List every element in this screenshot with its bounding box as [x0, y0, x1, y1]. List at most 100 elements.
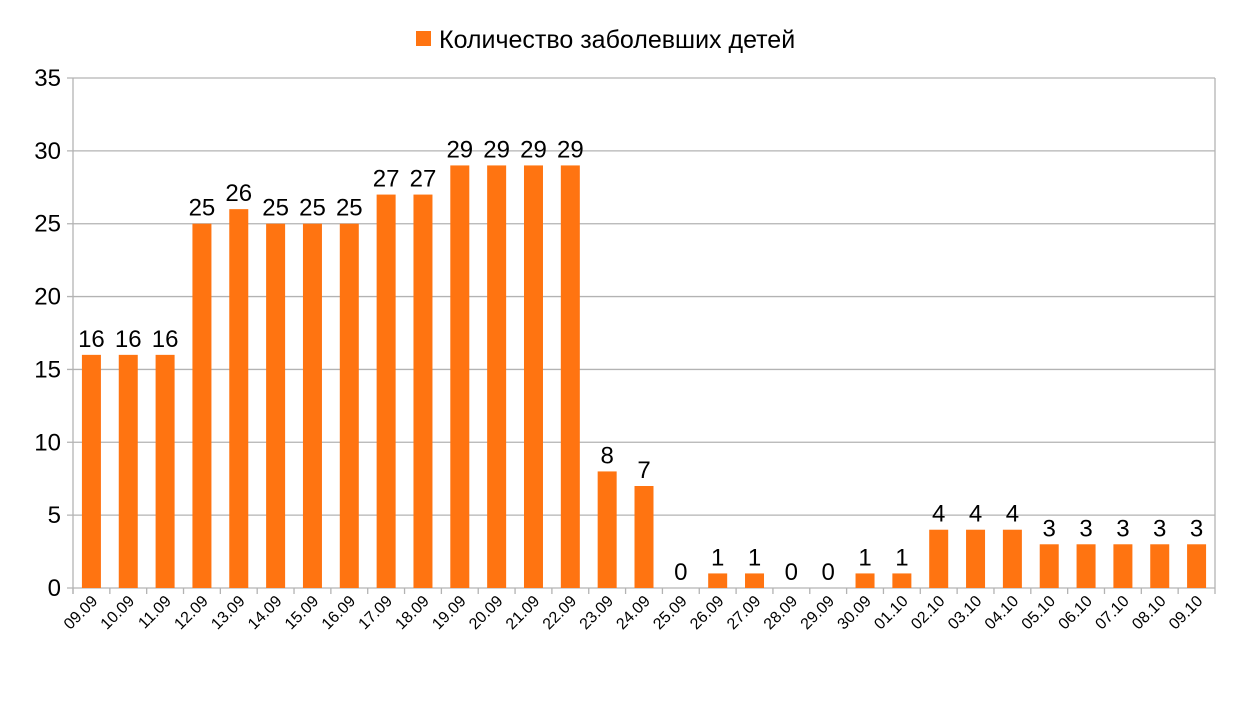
data-label: 25	[262, 195, 289, 222]
bar	[966, 529, 986, 588]
y-tick-label: 5	[48, 502, 61, 529]
data-label: 4	[969, 501, 982, 528]
data-label: 29	[483, 136, 510, 163]
bar	[302, 223, 322, 588]
data-label: 1	[858, 544, 871, 571]
bar	[1187, 544, 1207, 588]
bar	[229, 209, 249, 588]
data-label: 0	[785, 559, 798, 586]
data-label: 29	[557, 136, 584, 163]
bar	[266, 223, 286, 588]
x-tick-label: 01.10	[871, 593, 911, 633]
data-label: 26	[225, 180, 252, 207]
x-tick-label: 04.10	[982, 593, 1022, 633]
y-tick-label: 25	[34, 211, 61, 238]
data-label: 25	[299, 195, 326, 222]
bar	[1113, 544, 1133, 588]
y-tick-label: 10	[34, 429, 61, 456]
data-label: 4	[1006, 501, 1019, 528]
x-tick-label: 20.09	[466, 593, 506, 633]
x-tick-label: 22.09	[540, 593, 580, 633]
bar	[1150, 544, 1170, 588]
x-tick-label: 07.10	[1092, 593, 1132, 633]
x-tick-label: 02.10	[908, 593, 948, 633]
gridlines	[67, 77, 1216, 594]
legend-label: Количество заболевших детей	[439, 26, 795, 54]
bar	[892, 573, 912, 588]
data-label: 7	[637, 457, 650, 484]
x-tick-label: 30.09	[835, 593, 875, 633]
data-label: 27	[410, 166, 437, 193]
bar	[560, 165, 580, 588]
x-tick-label: 27.09	[724, 593, 764, 633]
x-tick-label: 19.09	[429, 593, 469, 633]
x-tick-label: 06.10	[1056, 593, 1096, 633]
x-tick-label: 12.09	[171, 593, 211, 633]
x-tick-label: 18.09	[392, 593, 432, 633]
bar	[81, 354, 101, 588]
y-tick-label: 35	[34, 65, 61, 92]
x-tick-label: 10.09	[98, 593, 138, 633]
bar	[1002, 529, 1022, 588]
bar	[487, 165, 507, 588]
data-label: 0	[822, 559, 835, 586]
x-tick-label: 23.09	[577, 593, 617, 633]
x-tick-label: 13.09	[208, 593, 248, 633]
bar	[413, 194, 433, 589]
data-label: 3	[1190, 515, 1203, 542]
x-tick-label: 17.09	[356, 593, 396, 633]
data-label: 16	[152, 326, 179, 353]
data-label: 0	[674, 559, 687, 586]
y-tick-label: 30	[34, 138, 61, 165]
x-tick-label: 05.10	[1019, 593, 1059, 633]
data-label: 16	[115, 326, 142, 353]
bar	[339, 223, 359, 588]
x-tick-label: 26.09	[687, 593, 727, 633]
bar	[376, 194, 396, 589]
x-tick-label: 28.09	[761, 593, 801, 633]
x-tick-label: 14.09	[245, 593, 285, 633]
data-label: 3	[1079, 515, 1092, 542]
y-tick-label: 0	[48, 575, 61, 602]
bar	[192, 223, 212, 588]
x-tick-label: 29.09	[798, 593, 838, 633]
data-label: 4	[932, 501, 945, 528]
x-tick-label: 16.09	[319, 593, 359, 633]
x-tick-label: 03.10	[945, 593, 985, 633]
x-tick-label: 24.09	[613, 593, 653, 633]
bar	[597, 471, 617, 588]
data-label: 16	[78, 326, 105, 353]
bar	[450, 165, 470, 588]
x-tick-label: 09.10	[1166, 593, 1206, 633]
bar	[855, 573, 875, 588]
y-axis-ticks: 0 5 10 15 20 25 30 35	[34, 65, 61, 602]
x-tick-label: 25.09	[650, 593, 690, 633]
data-label: 29	[446, 136, 473, 163]
bar	[745, 573, 765, 588]
x-tick-label: 09.09	[61, 593, 101, 633]
data-label: 3	[1153, 515, 1166, 542]
bar	[634, 486, 654, 588]
data-label: 29	[520, 136, 547, 163]
bar	[523, 165, 543, 588]
data-label: 25	[189, 195, 216, 222]
data-label: 1	[748, 544, 761, 571]
x-tick-label: 11.09	[135, 593, 175, 633]
x-axis-ticks: 09.0910.0911.0912.0913.0914.0915.0916.09…	[61, 593, 1207, 633]
data-label: 3	[1043, 515, 1056, 542]
y-tick-label: 20	[34, 284, 61, 311]
legend: Количество заболевших детей	[416, 26, 795, 54]
x-tick-label: 08.10	[1129, 593, 1169, 633]
data-label: 25	[336, 195, 363, 222]
data-label: 1	[711, 544, 724, 571]
data-label: 8	[600, 442, 613, 469]
x-tick-label: 21.09	[503, 593, 543, 633]
x-tick-label: 15.09	[282, 593, 322, 633]
data-label: 1	[895, 544, 908, 571]
bar	[708, 573, 728, 588]
data-label: 27	[373, 166, 400, 193]
bar	[929, 529, 949, 588]
